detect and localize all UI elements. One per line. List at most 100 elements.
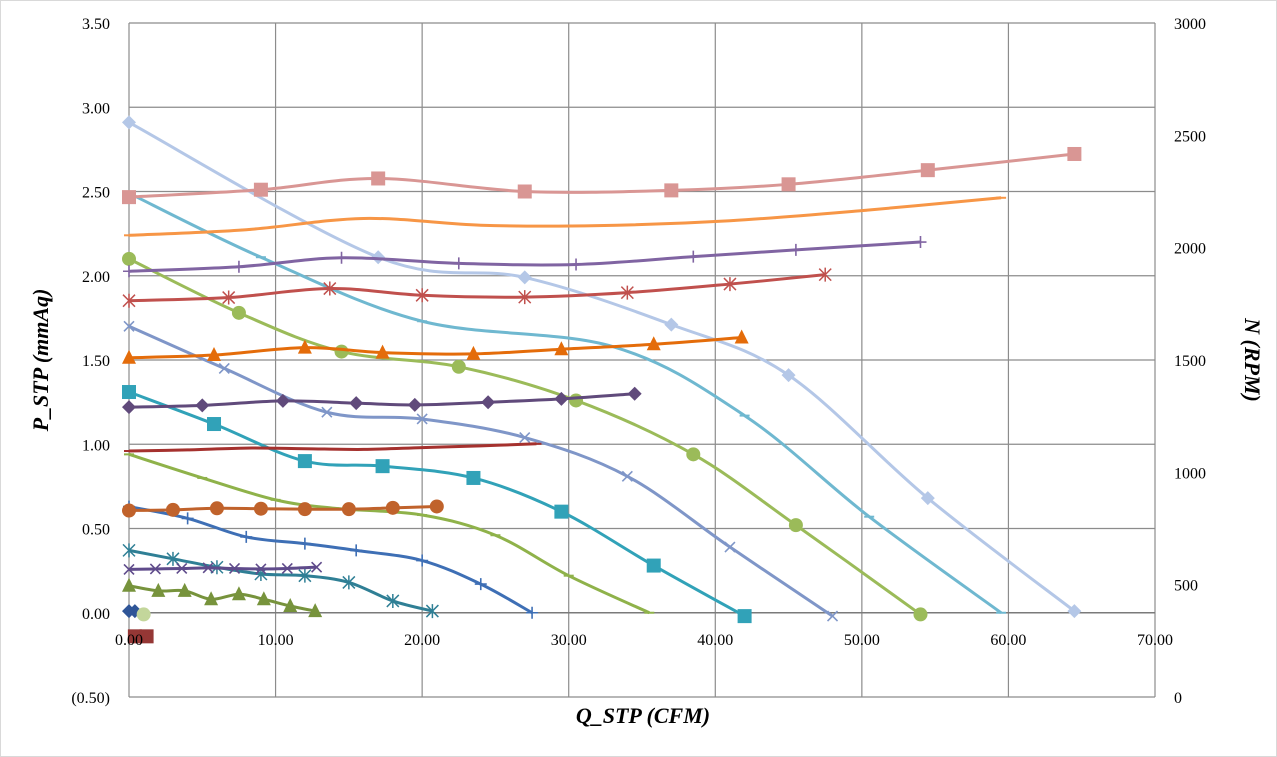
data-point xyxy=(255,563,267,575)
series-6 xyxy=(124,452,655,615)
data-point xyxy=(385,500,400,515)
series-line xyxy=(128,548,433,613)
y-tick-label: 1.50 xyxy=(82,353,110,370)
data-point xyxy=(122,385,136,400)
y-tick-label: 2.50 xyxy=(82,185,110,202)
data-point xyxy=(664,317,679,332)
y2-tick-label: 1000 xyxy=(1174,465,1206,482)
data-point xyxy=(297,502,312,517)
data-point xyxy=(350,544,363,557)
data-point xyxy=(375,344,390,359)
series-20 xyxy=(122,499,444,518)
data-point xyxy=(122,115,136,130)
data-point xyxy=(283,598,298,613)
data-point xyxy=(165,502,180,517)
data-point xyxy=(371,171,386,186)
data-point xyxy=(231,586,246,601)
data-point xyxy=(788,518,803,533)
series-4 xyxy=(123,320,839,622)
y-tick-label: 3.00 xyxy=(82,100,110,117)
series-11 xyxy=(136,607,151,622)
data-point xyxy=(222,290,236,305)
data-point xyxy=(687,250,700,263)
series-7 xyxy=(123,500,539,619)
data-point xyxy=(342,575,356,590)
data-point xyxy=(517,184,532,199)
data-point xyxy=(218,362,230,374)
data-point xyxy=(207,347,222,362)
data-point xyxy=(253,182,268,197)
data-point xyxy=(519,431,531,444)
data-point xyxy=(554,341,569,356)
data-point xyxy=(466,345,481,360)
tick-labels: (0.50) 0.00 0.50 1.00 1.50 2.00 2.50 3.00 3.50 0 5… xyxy=(71,16,1206,707)
data-point xyxy=(554,504,569,519)
data-point xyxy=(526,606,539,619)
data-point xyxy=(627,386,642,401)
data-point xyxy=(466,470,481,485)
data-point xyxy=(297,339,312,354)
data-point xyxy=(734,329,749,344)
data-point xyxy=(231,305,246,320)
data-point xyxy=(321,406,333,418)
data-point xyxy=(139,629,154,644)
data-point xyxy=(151,582,166,597)
data-point xyxy=(920,163,935,178)
data-point xyxy=(407,397,422,412)
x-tick-label: 70.00 xyxy=(1137,632,1173,649)
data-point xyxy=(569,393,584,408)
data-point xyxy=(323,281,337,296)
series-21 xyxy=(123,561,323,575)
data-point xyxy=(281,562,293,575)
data-point xyxy=(122,293,136,308)
data-point xyxy=(686,447,701,462)
data-point xyxy=(451,359,466,374)
y-axis-title: P_STP (mmAq) xyxy=(28,289,53,433)
data-point xyxy=(177,582,192,597)
series-17 xyxy=(122,329,749,364)
gridlines xyxy=(128,22,1156,698)
data-point xyxy=(826,610,839,622)
data-point xyxy=(228,562,241,575)
data-point xyxy=(920,491,935,506)
x-tick-label: 20.00 xyxy=(404,632,440,649)
data-point xyxy=(415,288,429,303)
series-line xyxy=(128,240,921,273)
data-point xyxy=(123,265,135,278)
series-layer xyxy=(122,115,1082,644)
series-12 xyxy=(127,629,154,644)
data-point xyxy=(664,183,679,198)
data-point xyxy=(386,593,400,608)
y2-tick-label: 0 xyxy=(1174,690,1182,707)
data-point xyxy=(620,285,634,300)
data-point xyxy=(781,177,796,192)
series-13 xyxy=(122,146,1082,205)
y2-tick-label: 1500 xyxy=(1174,353,1206,370)
data-point xyxy=(518,290,532,305)
data-point xyxy=(122,543,136,558)
y-tick-label: 3.50 xyxy=(82,16,110,33)
data-point xyxy=(789,243,802,256)
data-point xyxy=(123,320,135,332)
x-tick-label: 60.00 xyxy=(990,632,1026,649)
data-point xyxy=(416,554,429,567)
data-point xyxy=(474,578,487,591)
series-14 xyxy=(124,196,1007,237)
x-tick-label: 50.00 xyxy=(844,632,880,649)
series-18 xyxy=(122,386,642,415)
data-point xyxy=(122,349,136,364)
data-point xyxy=(621,470,633,482)
y-tick-label: 0.00 xyxy=(82,606,110,623)
y-tick-label: 0.50 xyxy=(82,522,110,539)
data-point xyxy=(416,413,428,425)
data-point xyxy=(429,499,444,514)
data-point xyxy=(646,558,661,573)
series-line xyxy=(128,196,1002,237)
data-point xyxy=(195,398,210,413)
data-point xyxy=(308,603,323,618)
x-tick-label: 40.00 xyxy=(697,632,733,649)
series-16 xyxy=(122,267,832,308)
x-tick-label: 0.00 xyxy=(115,632,143,649)
data-point xyxy=(209,501,224,516)
data-point xyxy=(1067,146,1082,161)
